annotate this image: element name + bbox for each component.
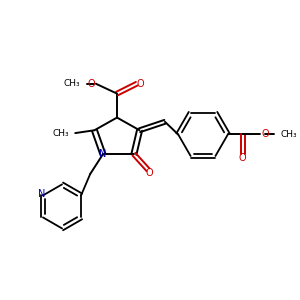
Text: O: O — [239, 153, 247, 163]
Text: CH₃: CH₃ — [64, 79, 80, 88]
Text: CH₃: CH₃ — [280, 130, 297, 139]
Text: N: N — [99, 149, 106, 159]
Text: N: N — [38, 189, 45, 199]
Text: O: O — [88, 79, 95, 89]
Text: CH₃: CH₃ — [52, 129, 69, 138]
Text: O: O — [136, 79, 144, 89]
Text: O: O — [261, 130, 269, 140]
Text: O: O — [146, 168, 153, 178]
